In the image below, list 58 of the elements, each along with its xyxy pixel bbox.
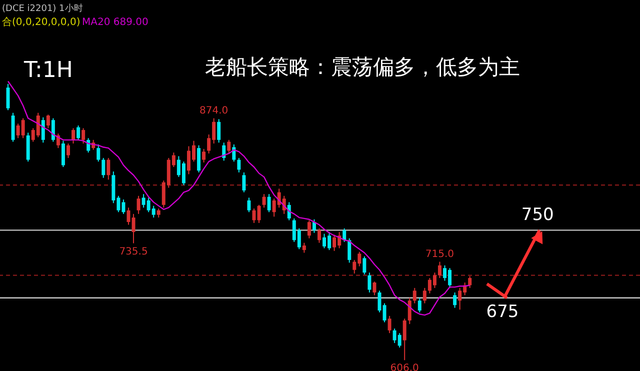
candlestick xyxy=(388,315,392,334)
candlestick xyxy=(156,208,160,218)
candlestick xyxy=(422,287,426,304)
candlestick xyxy=(102,157,106,178)
candlestick xyxy=(318,228,321,244)
candlestick xyxy=(262,194,266,208)
annotation: 874.0 xyxy=(200,105,228,116)
candlestick xyxy=(82,128,86,144)
candlestick xyxy=(51,118,55,142)
candlestick xyxy=(227,139,231,154)
candlestick xyxy=(382,302,386,323)
candlestick xyxy=(202,148,206,163)
candlestick xyxy=(132,213,136,244)
candlestick xyxy=(307,220,311,239)
candlestick xyxy=(76,124,80,140)
candlestick xyxy=(402,318,406,361)
candlestick xyxy=(257,204,261,224)
candlestick xyxy=(267,194,271,213)
text: MA20 689.00 xyxy=(82,17,148,28)
candlestick xyxy=(126,207,130,226)
annotation: T:1H xyxy=(23,58,73,83)
candlestick xyxy=(232,144,236,162)
ref-line-label: 675 xyxy=(486,302,519,322)
candlestick xyxy=(46,114,50,129)
annotation: 735.5 xyxy=(119,246,148,258)
candlestick xyxy=(412,287,416,304)
candlestick xyxy=(41,116,45,144)
candlestick xyxy=(252,208,256,224)
candlestick xyxy=(72,128,76,144)
candlestick xyxy=(61,140,65,168)
candlestick xyxy=(468,276,472,288)
candlestick xyxy=(242,172,246,193)
candlestick xyxy=(106,157,110,180)
candlestick xyxy=(372,281,376,296)
text: (DCE i2201) 1小时 xyxy=(2,3,83,14)
candlestick xyxy=(368,272,372,293)
candlestick xyxy=(66,143,70,158)
candlestick xyxy=(348,238,352,264)
candlestick xyxy=(302,242,306,254)
annotation: 715.0 xyxy=(425,248,454,260)
candlestick xyxy=(96,144,100,162)
candlestick xyxy=(362,256,366,275)
annotation: 合(0,0,20,0,0,0) xyxy=(2,16,80,28)
candlestick xyxy=(247,197,251,213)
candlestick xyxy=(136,195,140,214)
ref-line-label: 750 xyxy=(521,205,554,226)
candlestick xyxy=(217,118,221,144)
candlestick xyxy=(408,297,412,325)
candlestick xyxy=(453,292,457,308)
candlestick xyxy=(6,83,10,111)
candlestick xyxy=(237,157,241,173)
candlestick xyxy=(378,290,382,313)
candlestick xyxy=(418,297,422,313)
annotation: 606.0 xyxy=(390,363,419,371)
candlestick xyxy=(197,144,201,173)
candlestick xyxy=(438,261,442,279)
candlestick xyxy=(342,228,346,242)
text: 老船长策略：震荡偏多，低多为主 xyxy=(205,55,520,79)
